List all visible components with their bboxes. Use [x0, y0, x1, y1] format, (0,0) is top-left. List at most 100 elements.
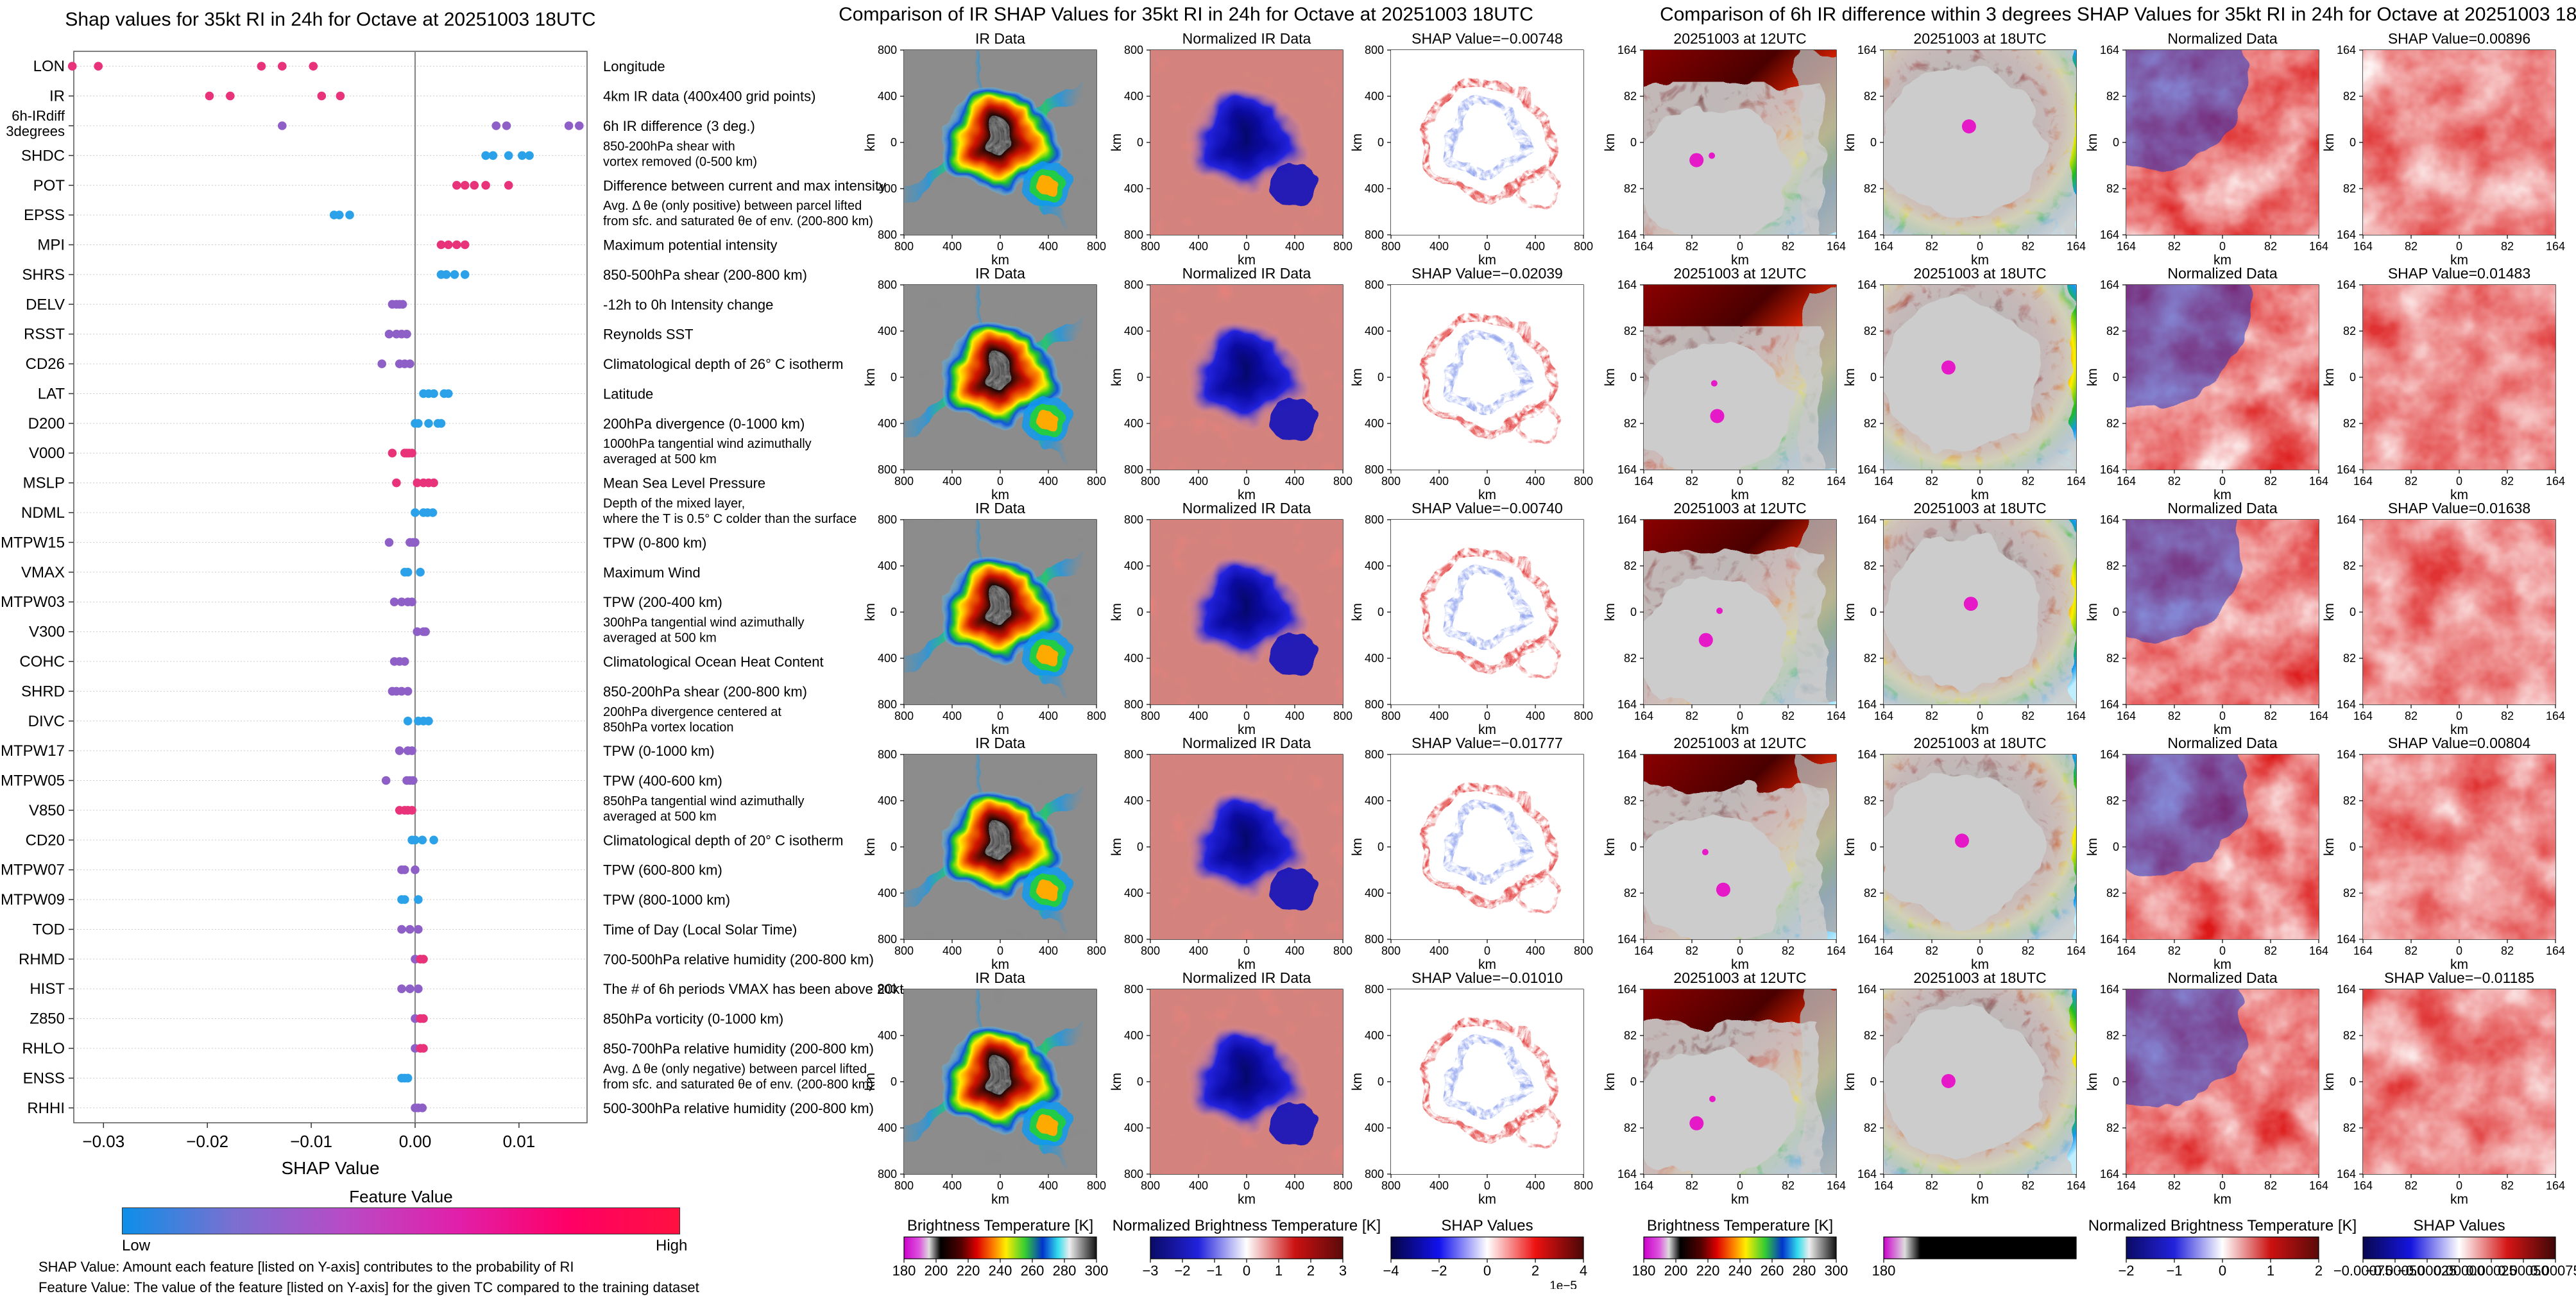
svg-text:SHAP Value=0.00896: SHAP Value=0.00896	[2388, 30, 2530, 47]
svg-text:800: 800	[1365, 44, 1384, 56]
svg-text:164: 164	[2337, 748, 2356, 761]
svg-text:800: 800	[1381, 475, 1401, 488]
svg-text:0: 0	[1484, 475, 1490, 488]
svg-text:164: 164	[2100, 698, 2119, 711]
svg-text:400: 400	[943, 944, 962, 957]
svg-text:0: 0	[1870, 606, 1877, 618]
svg-text:km: km	[1350, 838, 1365, 856]
svg-text:180: 180	[1632, 1263, 1656, 1279]
svg-text:Z850: Z850	[30, 1010, 65, 1028]
svg-text:4km IR data (400x400 grid poin: 4km IR data (400x400 grid points)	[603, 89, 815, 105]
svg-text:164: 164	[1634, 475, 1653, 488]
svg-text:164: 164	[2067, 710, 2086, 722]
svg-text:RHHI: RHHI	[27, 1100, 65, 1117]
svg-text:82: 82	[1864, 90, 1877, 103]
svg-text:6h-IRdiff: 6h-IRdiff	[12, 108, 65, 124]
svg-text:0: 0	[1870, 1075, 1877, 1088]
svg-text:82: 82	[1864, 417, 1877, 430]
svg-text:km: km	[1603, 133, 1617, 151]
svg-text:164: 164	[2100, 983, 2119, 996]
svg-text:82: 82	[2343, 794, 2356, 807]
svg-text:Brightness Temperature [K]: Brightness Temperature [K]	[1647, 1217, 1833, 1234]
svg-text:POT: POT	[33, 177, 65, 194]
svg-text:800: 800	[1087, 710, 1106, 722]
svg-text:Normalized Brightness Temperat: Normalized Brightness Temperature [K]	[2088, 1217, 2357, 1234]
svg-text:220: 220	[1696, 1263, 1720, 1279]
svg-text:20251003 at 12UTC: 20251003 at 12UTC	[1673, 500, 1806, 516]
svg-text:Mean Sea Level Pressure: Mean Sea Level Pressure	[603, 475, 765, 491]
svg-text:1000hPa tangential wind azimut: 1000hPa tangential wind azimuthally	[603, 437, 812, 451]
svg-text:400: 400	[943, 1179, 962, 1192]
svg-text:800: 800	[1333, 1179, 1352, 1192]
svg-text:Difference between current and: Difference between current and max inten…	[603, 178, 886, 194]
svg-text:IR Data: IR Data	[975, 30, 1025, 47]
svg-text:800: 800	[1574, 240, 1593, 253]
svg-text:400: 400	[1124, 182, 1143, 195]
svg-text:vortex removed (0-500 km): vortex removed (0-500 km)	[603, 155, 757, 169]
svg-text:V000: V000	[29, 445, 65, 462]
svg-text:−2: −2	[2118, 1263, 2134, 1279]
svg-text:LON: LON	[33, 58, 65, 75]
svg-text:0: 0	[1630, 371, 1637, 384]
svg-text:0: 0	[1243, 1179, 1250, 1192]
svg-text:from sfc. and saturated θe of: from sfc. and saturated θe of env. (200-…	[603, 1077, 873, 1091]
svg-text:0: 0	[2219, 1179, 2226, 1192]
svg-text:0: 0	[1977, 944, 1983, 957]
svg-text:800: 800	[1365, 278, 1384, 291]
svg-text:0: 0	[2456, 240, 2462, 253]
svg-text:164: 164	[1874, 710, 1893, 722]
svg-text:SHAP Values: SHAP Values	[1441, 1217, 1533, 1234]
svg-text:164: 164	[2309, 475, 2328, 488]
svg-text:0: 0	[997, 944, 1003, 957]
svg-text:400: 400	[1285, 1179, 1304, 1192]
svg-text:TPW (0-800 km): TPW (0-800 km)	[603, 534, 706, 550]
svg-text:82: 82	[1685, 240, 1698, 253]
svg-text:82: 82	[2022, 240, 2034, 253]
svg-text:400: 400	[1189, 240, 1208, 253]
svg-text:0: 0	[1630, 136, 1637, 149]
svg-text:0: 0	[2350, 371, 2356, 384]
svg-text:164: 164	[1827, 1179, 1846, 1192]
svg-text:400: 400	[1039, 1179, 1058, 1192]
svg-text:4: 4	[1580, 1263, 1587, 1279]
svg-text:280: 280	[1793, 1263, 1816, 1279]
svg-text:400: 400	[1365, 417, 1384, 430]
svg-text:20251003 at 12UTC: 20251003 at 12UTC	[1673, 969, 1806, 986]
svg-text:0: 0	[2113, 371, 2119, 384]
svg-text:800: 800	[1124, 698, 1143, 711]
svg-text:−0.01: −0.01	[290, 1132, 332, 1151]
svg-text:400: 400	[1365, 1121, 1384, 1134]
svg-text:0.00: 0.00	[399, 1132, 432, 1151]
svg-text:400: 400	[1285, 475, 1304, 488]
svg-text:220: 220	[957, 1263, 980, 1279]
svg-text:400: 400	[1365, 652, 1384, 665]
svg-text:km: km	[1971, 1192, 1989, 1207]
svg-text:0: 0	[2350, 1075, 2356, 1088]
svg-text:82: 82	[1864, 652, 1877, 665]
svg-text:82: 82	[1624, 325, 1637, 337]
svg-text:800: 800	[1124, 933, 1143, 946]
svg-text:400: 400	[1039, 710, 1058, 722]
svg-text:82: 82	[2343, 90, 2356, 103]
svg-text:800: 800	[1124, 983, 1143, 996]
svg-text:MTPW05: MTPW05	[1, 772, 65, 790]
svg-text:km: km	[1109, 1073, 1124, 1091]
svg-text:400: 400	[1365, 887, 1384, 900]
svg-text:400: 400	[1526, 944, 1545, 957]
svg-text:850-200hPa shear (200-800 km): 850-200hPa shear (200-800 km)	[603, 683, 807, 699]
svg-text:Normalized IR Data: Normalized IR Data	[1182, 30, 1311, 47]
svg-text:164: 164	[2337, 933, 2356, 946]
svg-text:82: 82	[2106, 559, 2119, 572]
svg-text:20251003 at 18UTC: 20251003 at 18UTC	[1913, 969, 2046, 986]
svg-text:82: 82	[2106, 182, 2119, 195]
svg-text:164: 164	[1634, 1179, 1653, 1192]
svg-text:800: 800	[1574, 944, 1593, 957]
svg-text:164: 164	[1827, 944, 1846, 957]
svg-text:400: 400	[1526, 710, 1545, 722]
svg-text:0: 0	[1137, 371, 1143, 384]
svg-text:400: 400	[1285, 710, 1304, 722]
svg-text:400: 400	[1429, 475, 1449, 488]
svg-text:0: 0	[1378, 1075, 1384, 1088]
svg-text:164: 164	[2337, 983, 2356, 996]
svg-text:IR Data: IR Data	[975, 500, 1025, 516]
